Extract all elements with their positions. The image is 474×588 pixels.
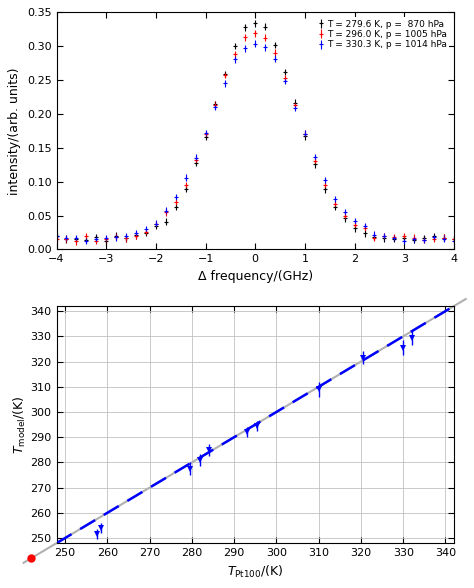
- Y-axis label: $T_\mathrm{model}$/(K): $T_\mathrm{model}$/(K): [11, 396, 27, 454]
- X-axis label: Δ frequency/(GHz): Δ frequency/(GHz): [198, 270, 313, 283]
- X-axis label: $T_\mathrm{Pt100}$/(K): $T_\mathrm{Pt100}$/(K): [227, 563, 283, 580]
- Legend: T = 279.6 K, p =  870 hPa, T = 296.0 K, p = 1005 hPa, T = 330.3 K, p = 1014 hPa: T = 279.6 K, p = 870 hPa, T = 296.0 K, p…: [316, 17, 449, 52]
- Y-axis label: intensity/(arb. units): intensity/(arb. units): [9, 67, 21, 195]
